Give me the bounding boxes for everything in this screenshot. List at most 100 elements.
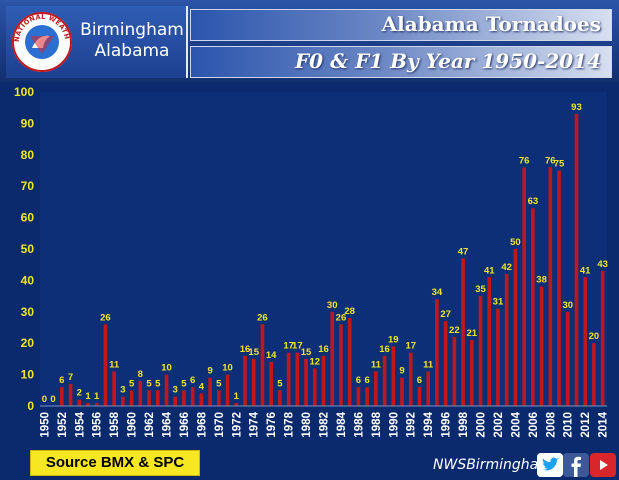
- value-label: 7: [68, 372, 73, 383]
- bar: [304, 358, 308, 406]
- value-label: 41: [484, 265, 495, 276]
- bar: [574, 113, 579, 407]
- value-label: 26: [257, 312, 268, 323]
- x-tick-label: 1992: [406, 412, 418, 438]
- y-tick-label: 60: [21, 211, 35, 225]
- value-label: 17: [283, 341, 294, 352]
- y-tick-label: 0: [27, 399, 34, 413]
- twitter-icon[interactable]: [537, 453, 563, 477]
- bar: [155, 390, 160, 406]
- bar: [382, 355, 387, 406]
- value-label: 6: [417, 375, 422, 386]
- bar: [164, 374, 169, 406]
- nws-seal-icon: NATIONAL WEATHER SERVICE: [10, 10, 72, 72]
- x-tick-label: 2004: [510, 411, 522, 437]
- bar: [522, 167, 526, 406]
- bar: [478, 296, 483, 406]
- bar: [548, 167, 553, 406]
- y-tick-label: 100: [14, 85, 34, 99]
- bar: [539, 286, 544, 406]
- source-badge: Source BMX & SPC: [30, 450, 200, 476]
- x-tick-label: 1950: [39, 412, 51, 438]
- x-tick-label: 1978: [284, 411, 296, 437]
- bar: [365, 387, 369, 406]
- value-label: 34: [432, 287, 443, 298]
- bar: [269, 362, 273, 406]
- value-label: 27: [440, 309, 451, 320]
- value-label: 22: [449, 325, 460, 336]
- facebook-icon[interactable]: [563, 453, 589, 477]
- bar: [469, 340, 474, 406]
- bar: [461, 258, 465, 406]
- bar: [513, 249, 518, 406]
- x-tick-label: 1960: [127, 412, 139, 438]
- bar: [504, 274, 509, 406]
- value-label: 30: [327, 300, 338, 311]
- youtube-icon[interactable]: [590, 453, 616, 477]
- social-handle[interactable]: NWSBirmingham: [433, 457, 552, 473]
- bars: [59, 113, 605, 407]
- x-tick-label: 1982: [319, 412, 331, 438]
- value-label: 6: [364, 375, 369, 386]
- bar: [339, 324, 343, 406]
- value-label: 63: [528, 196, 539, 207]
- y-tick-label: 10: [21, 368, 35, 382]
- value-label: 19: [388, 334, 399, 345]
- value-label: 16: [379, 344, 390, 355]
- x-axis: 1950 1952 1954 1956 1958 1960 1962 1964 1966 1968…: [39, 405, 610, 438]
- value-label: 76: [545, 155, 556, 166]
- value-label: 5: [146, 378, 152, 389]
- value-label: 17: [405, 341, 416, 352]
- office-line-2: Alabama: [94, 41, 170, 61]
- bar: [173, 396, 178, 406]
- x-tick-label: 1972: [231, 412, 243, 438]
- bar: [312, 368, 317, 406]
- value-label: 16: [240, 344, 251, 355]
- value-label: 15: [248, 347, 259, 358]
- value-label: 35: [475, 284, 486, 295]
- office-logo-box: NATIONAL WEATHER SERVICE Birmingham Alab…: [6, 6, 188, 78]
- bar: [138, 380, 143, 406]
- bar: [59, 387, 64, 406]
- x-tick-label: 1952: [57, 412, 69, 438]
- x-tick-label: 1974: [249, 411, 261, 437]
- value-label: 16: [318, 344, 329, 355]
- value-label: 5: [155, 378, 161, 389]
- value-label: 9: [399, 366, 404, 377]
- x-tick-label: 1966: [179, 412, 191, 438]
- office-name: Birmingham Alabama: [78, 20, 186, 62]
- bar: [234, 402, 239, 406]
- bar: [251, 358, 256, 406]
- x-tick-label: 1990: [388, 412, 400, 438]
- bar: [356, 387, 361, 406]
- x-tick-label: 1956: [92, 412, 104, 438]
- x-tick-label: 1998: [458, 411, 470, 437]
- bar: [94, 402, 99, 406]
- subtitle-bar: F0 & F1 By Year 1950-2014: [190, 46, 612, 78]
- value-label: 20: [589, 331, 600, 342]
- value-label: 50: [510, 237, 521, 248]
- x-tick-label: 1994: [423, 411, 435, 437]
- bar: [452, 336, 457, 406]
- value-label: 3: [173, 385, 178, 396]
- value-label: 38: [536, 275, 547, 286]
- bar: [243, 355, 247, 406]
- x-tick-label: 1996: [441, 412, 453, 438]
- bar: [260, 324, 265, 406]
- value-label: 43: [597, 259, 608, 270]
- bar: [121, 396, 125, 406]
- bar: [347, 318, 352, 406]
- bar: [286, 352, 291, 406]
- x-tick-label: 1954: [74, 411, 86, 437]
- chart-subtitle: F0 & F1 By Year 1950-2014: [294, 49, 601, 73]
- y-tick-label: 50: [21, 242, 35, 256]
- bar: [321, 355, 326, 406]
- value-label: 17: [292, 341, 303, 352]
- value-label: 6: [59, 375, 64, 386]
- value-label: 5: [216, 378, 222, 389]
- y-tick-label: 80: [21, 148, 35, 162]
- bar: [278, 390, 282, 406]
- x-tick-label: 1976: [266, 412, 278, 438]
- x-tick-label: 1986: [353, 412, 365, 438]
